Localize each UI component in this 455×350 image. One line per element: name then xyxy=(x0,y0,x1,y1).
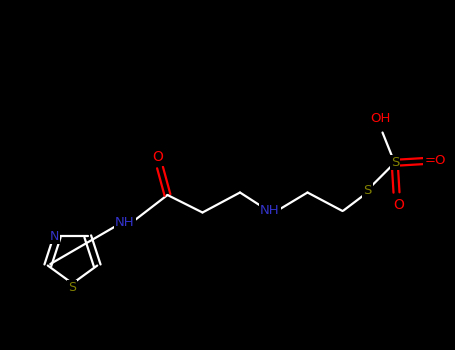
Text: S: S xyxy=(69,281,76,294)
Text: S: S xyxy=(391,156,399,169)
Text: =O: =O xyxy=(424,154,446,168)
Text: O: O xyxy=(394,198,404,212)
Text: O: O xyxy=(152,150,163,164)
Text: NH: NH xyxy=(115,216,135,229)
Text: N: N xyxy=(50,230,60,243)
Text: S: S xyxy=(363,183,372,196)
Text: NH: NH xyxy=(260,204,280,217)
Text: OH: OH xyxy=(370,112,390,125)
